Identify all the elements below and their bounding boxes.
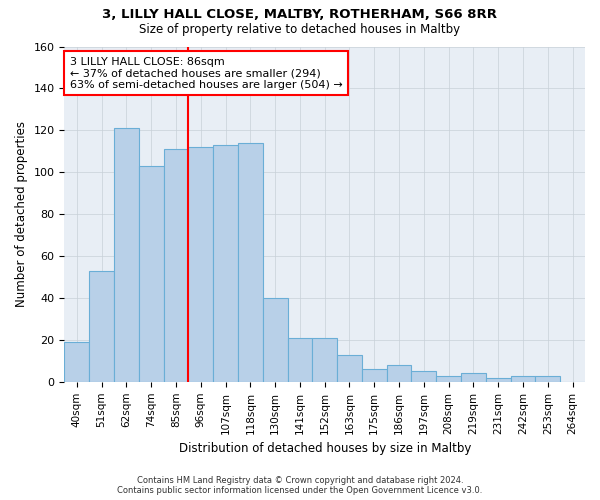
- Bar: [486, 378, 511, 382]
- Bar: [263, 298, 287, 382]
- Y-axis label: Number of detached properties: Number of detached properties: [15, 121, 28, 307]
- Bar: [412, 372, 436, 382]
- Text: 3, LILLY HALL CLOSE, MALTBY, ROTHERHAM, S66 8RR: 3, LILLY HALL CLOSE, MALTBY, ROTHERHAM, …: [103, 8, 497, 20]
- Bar: [436, 376, 461, 382]
- Bar: [535, 376, 560, 382]
- Text: Contains HM Land Registry data © Crown copyright and database right 2024.
Contai: Contains HM Land Registry data © Crown c…: [118, 476, 482, 495]
- Bar: [386, 365, 412, 382]
- X-axis label: Distribution of detached houses by size in Maltby: Distribution of detached houses by size …: [179, 442, 471, 455]
- Bar: [238, 143, 263, 382]
- Bar: [287, 338, 313, 382]
- Bar: [164, 149, 188, 382]
- Bar: [362, 369, 386, 382]
- Bar: [64, 342, 89, 382]
- Bar: [461, 374, 486, 382]
- Bar: [188, 147, 213, 382]
- Bar: [114, 128, 139, 382]
- Bar: [511, 376, 535, 382]
- Bar: [213, 145, 238, 382]
- Bar: [89, 270, 114, 382]
- Text: 3 LILLY HALL CLOSE: 86sqm
← 37% of detached houses are smaller (294)
63% of semi: 3 LILLY HALL CLOSE: 86sqm ← 37% of detac…: [70, 56, 343, 90]
- Bar: [337, 354, 362, 382]
- Bar: [313, 338, 337, 382]
- Bar: [139, 166, 164, 382]
- Text: Size of property relative to detached houses in Maltby: Size of property relative to detached ho…: [139, 22, 461, 36]
